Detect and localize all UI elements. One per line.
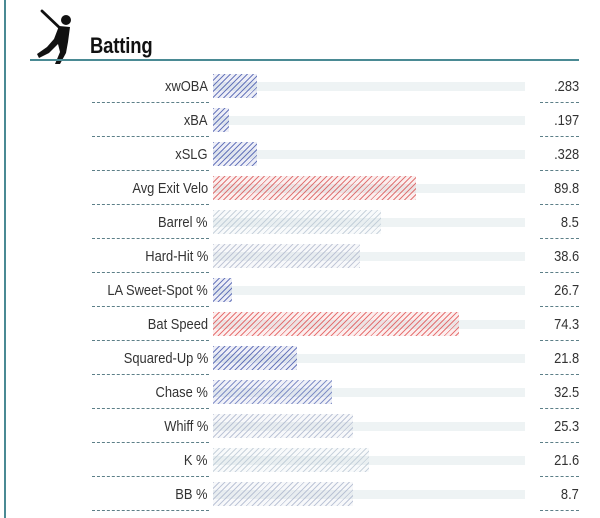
metric-bar — [213, 176, 416, 200]
row-divider — [92, 408, 209, 409]
metric-value: 74.3 — [553, 316, 579, 333]
section-header: Batting — [30, 6, 579, 66]
metric-bar — [213, 312, 459, 336]
row-divider — [92, 238, 209, 239]
metric-row: Hard-Hit % 38.6 — [0, 240, 600, 273]
row-divider — [540, 204, 579, 205]
section-title: Batting — [90, 33, 153, 58]
metric-bar — [213, 210, 381, 234]
row-divider — [92, 374, 209, 375]
metric-track — [213, 150, 525, 159]
metric-track — [213, 286, 525, 295]
metric-label: Bat Speed — [147, 316, 208, 333]
metric-value: 26.7 — [553, 282, 579, 299]
metric-value: .197 — [553, 112, 579, 129]
metric-row: Squared-Up % 21.8 — [0, 342, 600, 375]
header-divider — [30, 59, 579, 61]
row-divider — [92, 272, 209, 273]
metric-bar — [213, 74, 257, 98]
metric-bar — [213, 380, 332, 404]
metric-row: BB % 8.7 — [0, 478, 600, 511]
row-divider — [540, 374, 579, 375]
metric-label: Whiff % — [163, 418, 208, 435]
metric-track — [213, 490, 525, 499]
metric-value: 25.3 — [553, 418, 579, 435]
metric-bar — [213, 278, 232, 302]
metric-label: xBA — [184, 112, 208, 129]
metric-label: Avg Exit Velo — [132, 180, 208, 197]
row-divider — [92, 170, 209, 171]
metric-value: 89.8 — [553, 180, 579, 197]
metric-bar — [213, 448, 369, 472]
metric-row: LA Sweet-Spot % 26.7 — [0, 274, 600, 307]
metric-label: BB % — [175, 486, 208, 503]
row-divider — [92, 340, 209, 341]
metric-label: Squared-Up % — [123, 350, 208, 367]
metric-value: .283 — [553, 78, 579, 95]
metric-row: Whiff % 25.3 — [0, 410, 600, 443]
metric-label: Barrel % — [158, 214, 208, 231]
metric-label: Hard-Hit % — [144, 248, 208, 265]
metric-value: 38.6 — [553, 248, 579, 265]
row-divider — [540, 238, 579, 239]
metric-bar — [213, 142, 257, 166]
metric-value: 8.7 — [561, 486, 579, 503]
metric-label: K % — [184, 452, 208, 469]
row-divider — [92, 510, 209, 511]
metric-row: Avg Exit Velo 89.8 — [0, 172, 600, 205]
row-divider — [540, 170, 579, 171]
metric-row: xBA .197 — [0, 104, 600, 137]
row-divider — [540, 476, 579, 477]
row-divider — [540, 102, 579, 103]
row-divider — [92, 476, 209, 477]
metric-bar — [213, 414, 353, 438]
metric-track — [213, 252, 525, 261]
row-divider — [540, 408, 579, 409]
metric-track — [213, 388, 525, 397]
metric-row: xSLG .328 — [0, 138, 600, 171]
metric-label: Chase % — [155, 384, 208, 401]
row-divider — [540, 306, 579, 307]
metric-label: xwOBA — [164, 78, 208, 95]
row-divider — [540, 340, 579, 341]
row-divider — [540, 272, 579, 273]
metric-label: LA Sweet-Spot % — [107, 282, 208, 299]
metric-bar — [213, 108, 229, 132]
row-divider — [92, 136, 209, 137]
metric-bar — [213, 482, 353, 506]
metric-value: 8.5 — [561, 214, 579, 231]
metric-row: K % 21.6 — [0, 444, 600, 477]
left-accent-rule — [4, 0, 6, 518]
metric-row: Chase % 32.5 — [0, 376, 600, 409]
metric-bar — [213, 244, 360, 268]
metric-row: Bat Speed 74.3 — [0, 308, 600, 341]
metric-label: xSLG — [175, 146, 208, 163]
row-divider — [92, 102, 209, 103]
metric-row: xwOBA .283 — [0, 70, 600, 103]
metric-track — [213, 422, 525, 431]
row-divider — [92, 204, 209, 205]
row-divider — [92, 442, 209, 443]
row-divider — [540, 442, 579, 443]
row-divider — [92, 306, 209, 307]
metric-track — [213, 82, 525, 91]
metric-value: 21.6 — [553, 452, 579, 469]
metric-track — [213, 456, 525, 465]
row-divider — [540, 136, 579, 137]
metric-track — [213, 354, 525, 363]
metric-value: .328 — [553, 146, 579, 163]
metric-row: Barrel % 8.5 — [0, 206, 600, 239]
metric-bar — [213, 346, 297, 370]
metric-value: 32.5 — [553, 384, 579, 401]
row-divider — [540, 510, 579, 511]
metric-track — [213, 116, 525, 125]
batter-icon — [37, 9, 71, 64]
metric-value: 21.8 — [553, 350, 579, 367]
